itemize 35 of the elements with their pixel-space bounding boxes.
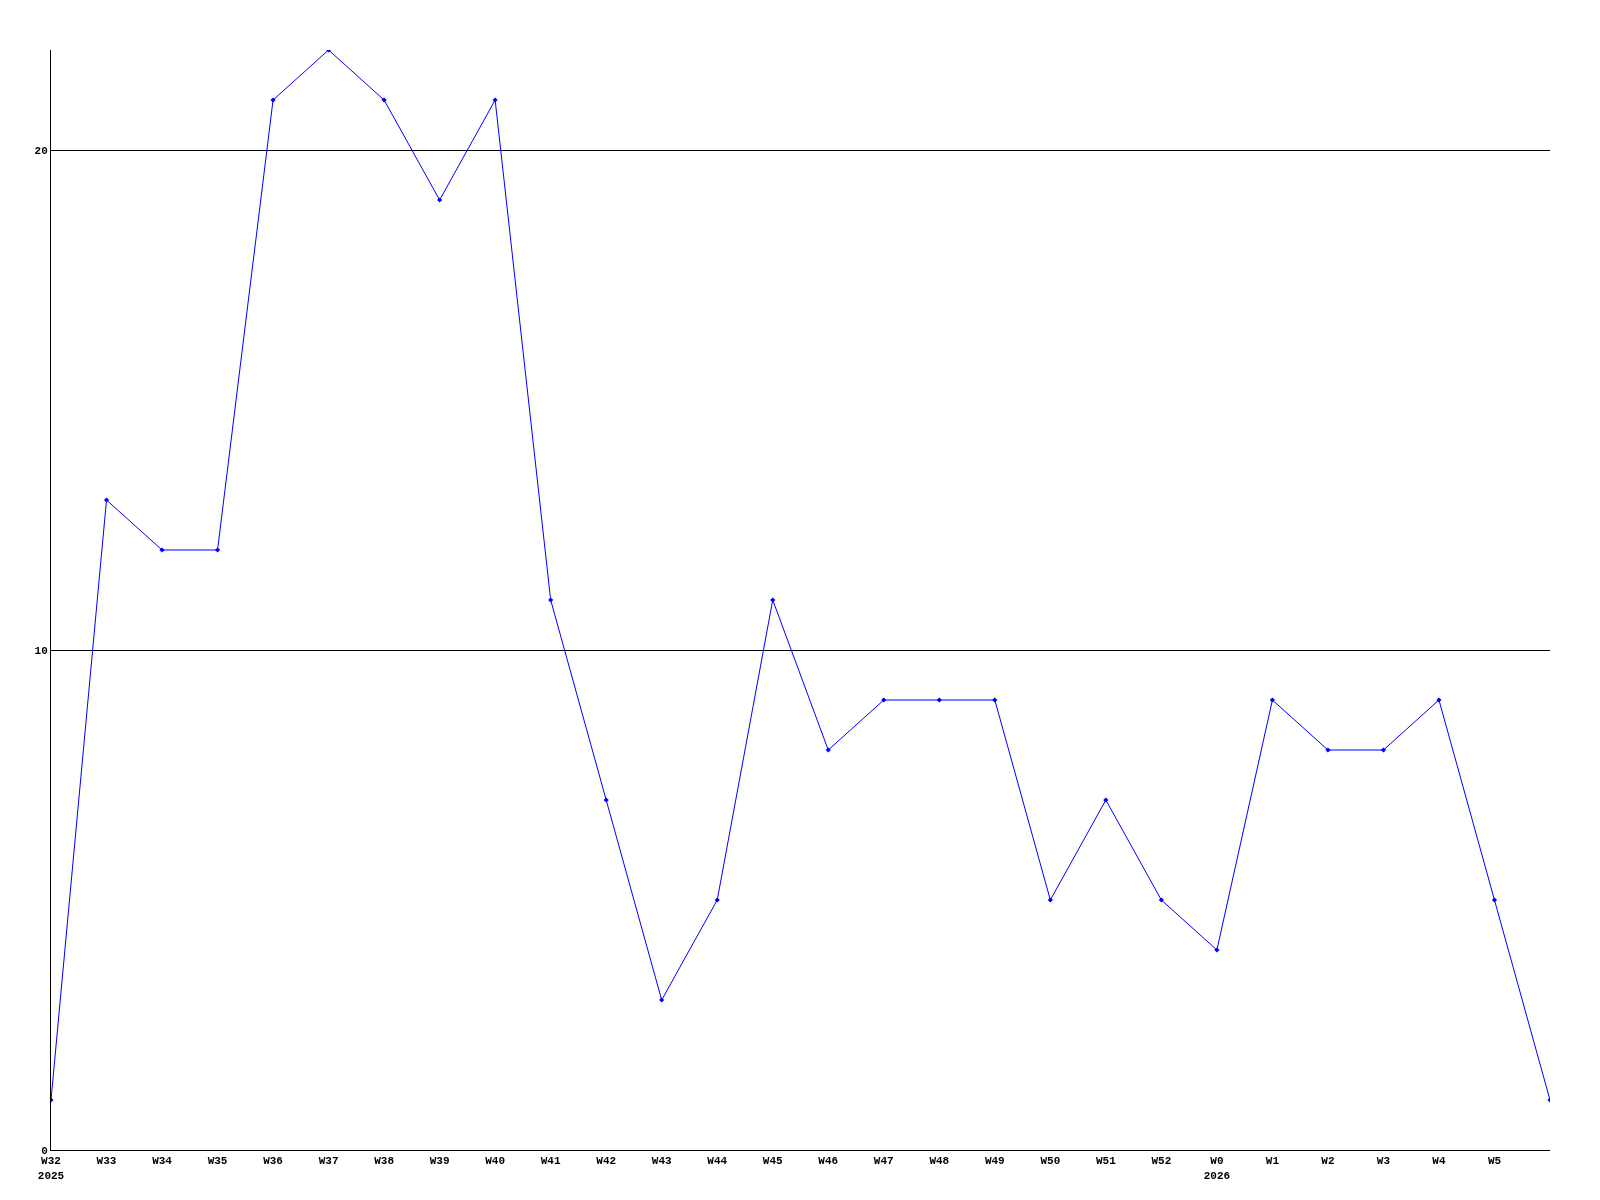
x-tick-label: W35: [207, 1155, 228, 1168]
x-tick-label: W39: [429, 1155, 450, 1168]
x-tick-label: W43: [651, 1155, 672, 1168]
x-tick-label: W40: [485, 1155, 506, 1168]
x-tick-label: W0 2026: [1203, 1155, 1231, 1182]
x-tick-label: W47: [873, 1155, 894, 1168]
x-tick-label: W1: [1265, 1155, 1280, 1168]
point: [1380, 747, 1387, 753]
point: [1269, 697, 1276, 703]
x-tick-label: W32 2025: [37, 1155, 65, 1182]
x-tick-label: W48: [929, 1155, 950, 1168]
x-tick-label: W34: [152, 1155, 173, 1168]
x-tick-label: W50: [1040, 1155, 1061, 1168]
x-tick-label: W46: [818, 1155, 839, 1168]
x-tick-label: W5: [1487, 1155, 1502, 1168]
x-tick-label: W36: [263, 1155, 283, 1168]
x-tick-label: W4: [1432, 1155, 1446, 1168]
x-tick-label: W52: [1151, 1155, 1172, 1168]
point: [103, 497, 110, 503]
y-tick-label: 20: [34, 144, 48, 157]
x-tick-label: W37: [318, 1155, 339, 1168]
point: [1491, 897, 1498, 903]
x-tick-label: W49: [984, 1155, 1005, 1168]
y-tick-label: 10: [34, 644, 48, 657]
x-tick-label: W38: [374, 1155, 395, 1168]
x-tick-label: W3: [1376, 1155, 1391, 1168]
point: [214, 547, 221, 553]
x-tick-label: W41: [540, 1155, 561, 1168]
x-tick-label: W42: [596, 1155, 617, 1168]
x-tick-label: W33: [96, 1155, 117, 1168]
x-tick-label: W51: [1095, 1155, 1117, 1168]
x-tick-label: W45: [762, 1155, 784, 1168]
x-tick-label: W44: [707, 1155, 728, 1168]
y-tick-label: 0: [41, 1144, 48, 1157]
x-tick-label: W2: [1321, 1155, 1335, 1168]
